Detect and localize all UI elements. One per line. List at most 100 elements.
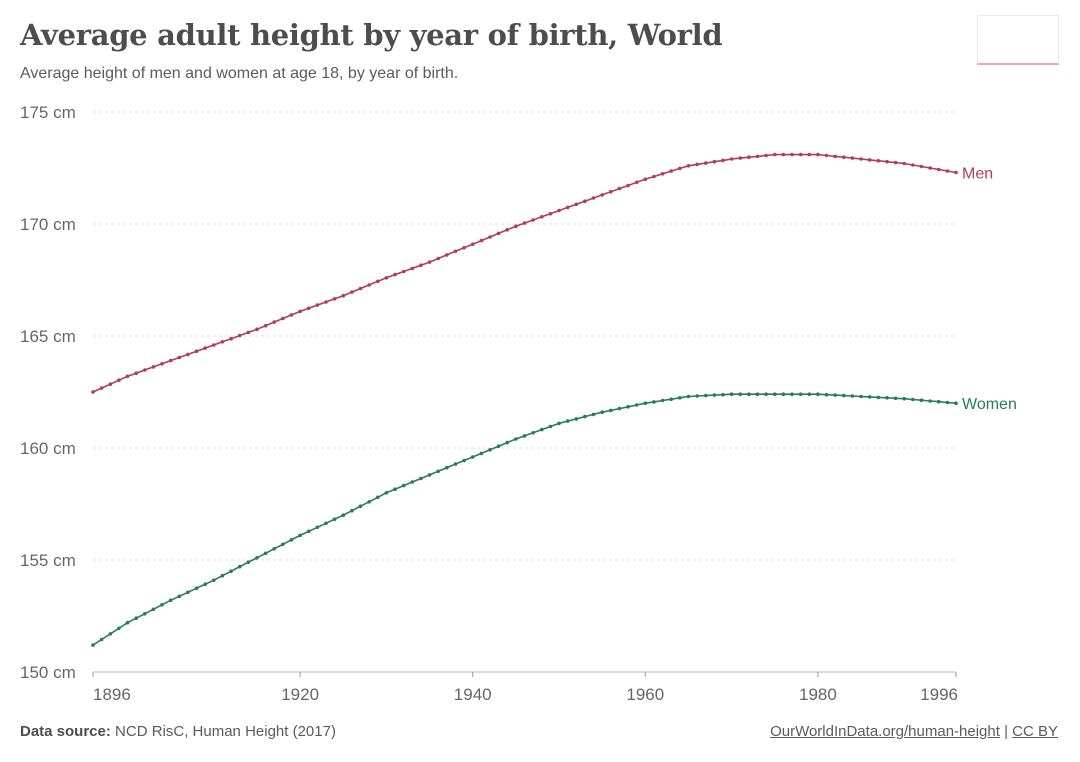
data-point-women — [591, 412, 596, 417]
data-point-men — [194, 349, 199, 354]
data-point-men — [781, 152, 786, 157]
data-point-men — [643, 177, 648, 181]
license-link[interactable]: CC BY — [1012, 723, 1058, 740]
data-point-women — [729, 392, 734, 397]
data-point-men — [945, 169, 950, 173]
data-point-women — [445, 465, 449, 470]
data-point-men — [721, 158, 725, 163]
data-point-men — [686, 164, 691, 168]
data-point-women — [954, 401, 958, 406]
data-point-men — [833, 154, 837, 159]
data-point-men — [445, 253, 449, 257]
data-point-women — [617, 406, 622, 411]
data-point-men — [307, 306, 311, 311]
data-point-men — [954, 170, 958, 175]
data-point-men — [376, 279, 380, 284]
data-point-women — [816, 392, 820, 397]
data-point-women — [237, 564, 242, 569]
data-point-women — [893, 396, 898, 401]
data-point-women — [919, 398, 924, 403]
data-point-women — [885, 396, 889, 400]
data-point-men — [695, 162, 699, 167]
data-point-women — [246, 560, 251, 564]
data-point-men — [583, 199, 587, 203]
data-point-men — [876, 159, 881, 163]
data-point-women — [263, 551, 268, 556]
data-point-men — [902, 161, 906, 166]
owid-logo[interactable] — [977, 15, 1059, 65]
data-point-women — [160, 603, 164, 607]
data-point-women — [850, 394, 855, 398]
series-line-men — [92, 153, 957, 393]
data-point-women — [747, 392, 751, 397]
data-point-men — [470, 242, 475, 246]
data-source-text: NCD RisC, Human Height (2017) — [115, 723, 336, 740]
data-point-women — [712, 393, 717, 397]
data-point-men — [609, 189, 613, 194]
data-point-men — [548, 211, 553, 216]
data-point-men — [419, 263, 423, 268]
data-point-women — [876, 395, 881, 400]
data-point-women — [600, 410, 604, 415]
data-point-women — [99, 637, 104, 642]
data-point-women — [505, 440, 510, 445]
data-point-men — [669, 169, 673, 173]
data-point-women — [401, 483, 406, 488]
data-point-women — [324, 521, 328, 526]
y-tick-label: 170 cm — [20, 215, 76, 234]
data-point-men — [324, 300, 328, 304]
data-point-men — [168, 358, 173, 363]
data-point-men — [384, 276, 389, 280]
data-point-men — [263, 323, 268, 328]
data-point-men — [729, 157, 734, 161]
data-point-women — [686, 394, 691, 399]
data-point-women — [565, 419, 570, 423]
series-label-men: Men — [962, 165, 993, 182]
data-point-women — [557, 421, 561, 426]
data-point-women — [194, 586, 199, 590]
y-tick-label: 155 cm — [20, 551, 76, 570]
data-point-women — [470, 455, 475, 459]
data-point-men — [298, 309, 302, 314]
data-point-women — [773, 392, 777, 397]
data-point-women — [117, 626, 121, 631]
data-point-women — [738, 392, 743, 397]
data-point-women — [479, 451, 484, 456]
data-point-men — [842, 155, 846, 159]
x-tick-label: 1960 — [626, 685, 664, 704]
x-tick-label: 1920 — [281, 685, 319, 704]
x-tick-label: 1896 — [93, 685, 131, 704]
data-point-women — [436, 469, 441, 474]
chart-title: Average adult height by year of birth, W… — [20, 18, 723, 52]
data-point-men — [143, 368, 147, 372]
data-point-women — [307, 529, 311, 534]
y-tick-label: 150 cm — [20, 663, 76, 682]
data-point-men — [919, 164, 924, 169]
data-point-men — [160, 362, 164, 366]
data-point-women — [376, 495, 380, 500]
data-point-men — [885, 159, 889, 164]
data-point-men — [125, 374, 130, 379]
data-point-women — [514, 437, 518, 441]
data-point-women — [824, 392, 829, 397]
data-point-men — [237, 333, 242, 338]
data-point-men — [798, 152, 803, 157]
data-point-men — [703, 161, 708, 165]
data-point-women — [229, 569, 233, 573]
data-point-men — [678, 166, 682, 171]
data-point-women — [177, 594, 182, 599]
data-point-men — [755, 154, 760, 159]
source-link[interactable]: OurWorldInData.org/human-height — [770, 723, 1000, 740]
data-point-men — [859, 157, 863, 161]
data-point-men — [212, 343, 216, 347]
data-source-label: Data source: — [20, 723, 111, 740]
data-point-women — [790, 392, 794, 397]
series-line-women — [92, 393, 957, 646]
data-point-women — [427, 473, 432, 477]
data-point-women — [212, 578, 216, 582]
data-point-men — [867, 158, 872, 162]
data-point-women — [341, 513, 346, 517]
data-point-men — [514, 224, 518, 228]
data-point-men — [591, 196, 596, 200]
data-point-women — [186, 590, 190, 595]
